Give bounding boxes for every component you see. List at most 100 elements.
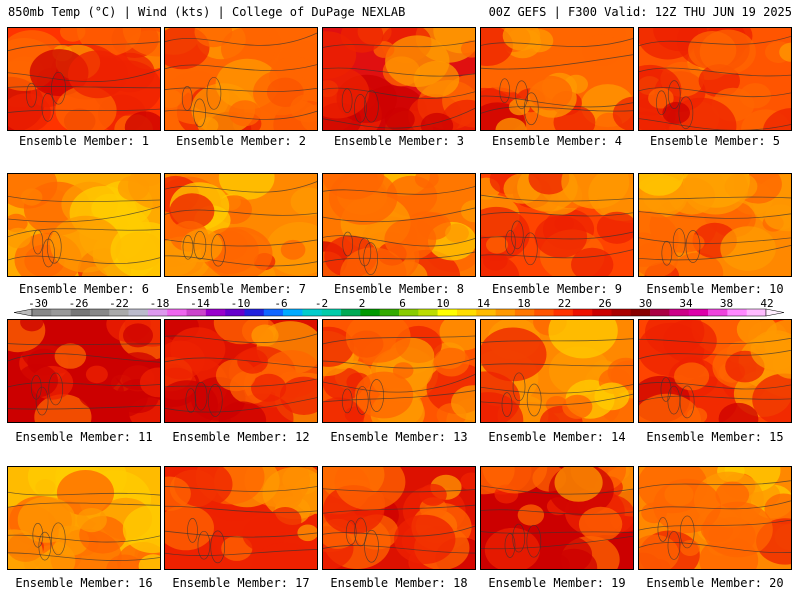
ensemble-map-2 (164, 27, 318, 131)
temperature-colorbar: -30 -26 -22 -18 -14 -10 -6 -2 2 6 10 14 18 22 26 30 34 38… (13, 298, 785, 317)
ensemble-member-label-11: Ensemble Member: 11 (15, 430, 153, 444)
colorbar-swatch (186, 309, 207, 316)
colorbar-swatch (244, 309, 265, 316)
colorbar-tick-label: 22 (558, 298, 571, 310)
temperature-field-12 (165, 320, 317, 422)
temperature-field-5 (639, 28, 791, 130)
colorbar-swatch (630, 309, 651, 316)
colorbar-swatch (283, 309, 303, 316)
ensemble-member-label-13: Ensemble Member: 13 (330, 430, 468, 444)
ensemble-member-label-4: Ensemble Member: 4 (491, 134, 623, 148)
colorbar-swatch (688, 309, 709, 316)
ensemble-member-label-9: Ensemble Member: 9 (491, 282, 623, 296)
temperature-field-19 (481, 467, 633, 569)
colorbar-swatch (534, 309, 554, 316)
temperature-field-14 (481, 320, 633, 422)
ensemble-member-label-1: Ensemble Member: 1 (18, 134, 150, 148)
ensemble-map-7 (164, 173, 318, 277)
colorbar-tick-label: -22 (109, 298, 129, 310)
ensemble-map-1 (7, 27, 161, 131)
temperature-field-20 (639, 467, 791, 569)
colorbar-swatch (70, 309, 91, 316)
ensemble-member-label-2: Ensemble Member: 2 (175, 134, 307, 148)
map-title-right: 00Z GEFS | F300 Valid: 12Z THU JUN 19 20… (488, 5, 792, 19)
ensemble-map-6 (7, 173, 161, 277)
colorbar-tick-label: 2 (359, 298, 366, 310)
ensemble-map-17 (164, 466, 318, 570)
colorbar-swatch (32, 309, 52, 316)
temperature-field-2 (165, 28, 317, 130)
ensemble-map-18 (322, 466, 476, 570)
ensemble-map-16 (7, 466, 161, 570)
ensemble-map-5 (638, 27, 792, 131)
ensemble-map-19 (480, 466, 634, 570)
colorbar-swatch (109, 309, 129, 316)
colorbar-tick-label: -6 (274, 298, 287, 310)
ensemble-map-20 (638, 466, 792, 570)
colorbar-tick-label: 18 (517, 298, 530, 310)
temperature-field-7 (165, 174, 317, 276)
colorbar-tick-label: 14 (477, 298, 491, 310)
colorbar-swatch (225, 309, 245, 316)
colorbar-swatch (456, 309, 477, 316)
temperature-field-1 (8, 28, 160, 130)
colorbar-tick-label: 26 (598, 298, 611, 310)
ensemble-map-11 (7, 319, 161, 423)
colorbar-tick-label: -26 (69, 298, 89, 310)
temperature-field-16 (8, 467, 160, 569)
ensemble-map-3 (322, 27, 476, 131)
colorbar-swatch (572, 309, 593, 316)
colorbar-swatch (592, 309, 612, 316)
colorbar-tick-label: 38 (720, 298, 733, 310)
colorbar-swatch (341, 309, 361, 316)
temperature-field-8 (323, 174, 475, 276)
temperature-field-9 (481, 174, 633, 276)
colorbar-tick-label: 6 (399, 298, 406, 310)
ensemble-member-label-6: Ensemble Member: 6 (18, 282, 150, 296)
colorbar-right-arrow (765, 308, 785, 317)
temperature-field-10 (639, 174, 791, 276)
ensemble-member-label-17: Ensemble Member: 17 (172, 576, 310, 590)
ensemble-member-label-14: Ensemble Member: 14 (488, 430, 626, 444)
colorbar-swatch (553, 309, 574, 316)
colorbar-swatch (669, 309, 690, 316)
colorbar-swatch (321, 309, 342, 316)
colorbar-swatch (495, 309, 516, 316)
ensemble-member-label-7: Ensemble Member: 7 (175, 282, 307, 296)
ensemble-map-12 (164, 319, 318, 423)
ensemble-map-15 (638, 319, 792, 423)
colorbar-swatch (147, 309, 168, 316)
temperature-field-3 (323, 28, 475, 130)
ensemble-member-label-16: Ensemble Member: 16 (15, 576, 153, 590)
colorbar-swatch (611, 309, 632, 316)
colorbar-swatch (205, 309, 226, 316)
colorbar-left-arrow (13, 308, 33, 317)
colorbar-swatch (379, 309, 400, 316)
ensemble-member-label-3: Ensemble Member: 3 (333, 134, 465, 148)
ensemble-member-label-19: Ensemble Member: 19 (488, 576, 626, 590)
map-title-left: 850mb Temp (°C) | Wind (kts) | College o… (8, 5, 406, 19)
temperature-field-4 (481, 28, 633, 130)
colorbar-tick-label: 30 (639, 298, 652, 310)
ensemble-map-14 (480, 319, 634, 423)
colorbar-swatch (51, 309, 71, 316)
temperature-field-13 (323, 320, 475, 422)
colorbar-swatch (746, 309, 767, 316)
colorbar-swatch (167, 309, 187, 316)
ensemble-member-label-15: Ensemble Member: 15 (646, 430, 784, 444)
ensemble-map-10 (638, 173, 792, 277)
colorbar-swatch (418, 309, 438, 316)
temperature-field-15 (639, 320, 791, 422)
colorbar-swatch (89, 309, 110, 316)
colorbar-swatch (302, 309, 323, 316)
ensemble-member-label-20: Ensemble Member: 20 (646, 576, 784, 590)
ensemble-map-4 (480, 27, 634, 131)
colorbar-swatch (399, 309, 419, 316)
ensemble-member-label-12: Ensemble Member: 12 (172, 430, 310, 444)
colorbar-tick-label: -2 (315, 298, 328, 310)
temperature-field-11 (8, 320, 160, 422)
colorbar-tick-label: -14 (190, 298, 210, 310)
colorbar-swatch (708, 309, 728, 316)
ensemble-map-8 (322, 173, 476, 277)
colorbar-tick-label: 42 (760, 298, 773, 310)
